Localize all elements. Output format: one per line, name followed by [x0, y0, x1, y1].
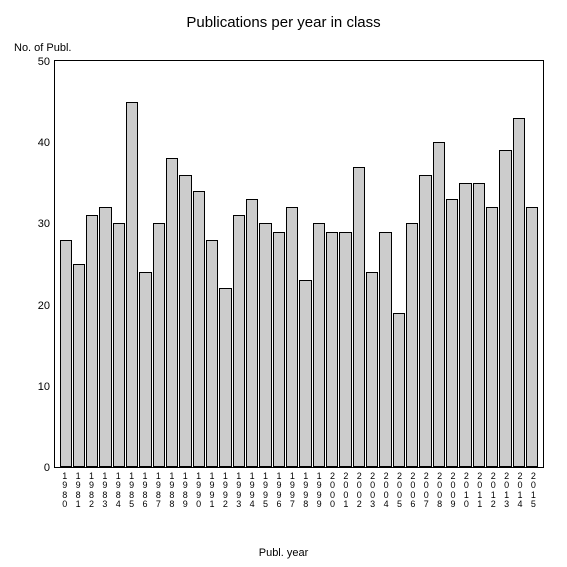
bar	[153, 223, 165, 467]
y-ticks: 01020304050	[0, 60, 54, 468]
y-tick-label: 0	[10, 462, 50, 474]
bar	[433, 142, 445, 467]
bar	[286, 207, 298, 467]
bar	[459, 183, 471, 467]
x-tick-label: 2007	[420, 472, 433, 510]
bar	[513, 118, 525, 467]
bars-group	[55, 61, 543, 467]
x-tick-label: 1999	[312, 472, 325, 510]
y-tick-label: 20	[10, 300, 50, 312]
bar	[526, 207, 538, 467]
y-tick-label: 30	[10, 218, 50, 230]
x-tick-label: 2008	[433, 472, 446, 510]
x-ticks: 1980198119821983198419851986198719881989…	[54, 468, 544, 510]
bar	[313, 223, 325, 467]
y-tick-label: 10	[10, 381, 50, 393]
x-tick-label: 2010	[460, 472, 473, 510]
bar	[246, 199, 258, 467]
y-tick-label: 40	[10, 137, 50, 149]
bar	[206, 240, 218, 467]
x-tick-label: 2003	[366, 472, 379, 510]
bar	[499, 150, 511, 467]
x-tick-label: 2015	[527, 472, 540, 510]
x-tick-label: 2006	[406, 472, 419, 510]
x-tick-label: 2009	[446, 472, 459, 510]
x-tick-label: 1990	[192, 472, 205, 510]
bar	[419, 175, 431, 467]
x-tick-label: 1994	[245, 472, 258, 510]
x-tick-label: 1984	[112, 472, 125, 510]
bar	[139, 272, 151, 467]
bar	[339, 232, 351, 467]
bar	[446, 199, 458, 467]
bar	[179, 175, 191, 467]
x-tick-label: 1986	[138, 472, 151, 510]
bar	[299, 280, 311, 467]
x-axis-label: Publ. year	[0, 547, 567, 559]
bar	[326, 232, 338, 467]
x-tick-label: 1985	[125, 472, 138, 510]
x-tick-label: 2005	[393, 472, 406, 510]
bar	[406, 223, 418, 467]
bar	[193, 191, 205, 467]
bar	[166, 158, 178, 467]
x-tick-label: 2004	[379, 472, 392, 510]
x-tick-label: 1995	[259, 472, 272, 510]
x-tick-label: 1996	[272, 472, 285, 510]
x-tick-label: 2012	[487, 472, 500, 510]
x-tick-label: 1991	[205, 472, 218, 510]
x-tick-label: 1993	[232, 472, 245, 510]
bar	[379, 232, 391, 467]
y-tick-label: 50	[10, 56, 50, 68]
bar	[353, 167, 365, 467]
bar	[73, 264, 85, 467]
bar	[86, 215, 98, 467]
bar	[366, 272, 378, 467]
bar	[273, 232, 285, 467]
x-tick-label: 1992	[219, 472, 232, 510]
x-tick-label: 1980	[58, 472, 71, 510]
bar	[126, 102, 138, 467]
x-tick-label: 1998	[299, 472, 312, 510]
x-tick-label: 1988	[165, 472, 178, 510]
x-tick-label: 2001	[339, 472, 352, 510]
bar	[473, 183, 485, 467]
x-tick-label: 2000	[326, 472, 339, 510]
x-tick-label: 2014	[513, 472, 526, 510]
bar	[393, 313, 405, 467]
bar	[99, 207, 111, 467]
bar	[233, 215, 245, 467]
x-tick-label: 2011	[473, 472, 486, 510]
bar	[60, 240, 72, 467]
x-tick-label: 1997	[286, 472, 299, 510]
x-tick-label: 1989	[179, 472, 192, 510]
bar	[113, 223, 125, 467]
x-tick-label: 1983	[98, 472, 111, 510]
chart-container: Publications per year in class No. of Pu…	[0, 0, 567, 567]
chart-title: Publications per year in class	[0, 14, 567, 31]
x-tick-label: 1982	[85, 472, 98, 510]
x-tick-label: 1987	[152, 472, 165, 510]
plot-area	[54, 60, 544, 468]
bar	[219, 288, 231, 467]
x-tick-label: 2013	[500, 472, 513, 510]
x-tick-label: 1981	[71, 472, 84, 510]
x-tick-label: 2002	[353, 472, 366, 510]
bar	[259, 223, 271, 467]
bar	[486, 207, 498, 467]
y-axis-label: No. of Publ.	[14, 42, 71, 54]
